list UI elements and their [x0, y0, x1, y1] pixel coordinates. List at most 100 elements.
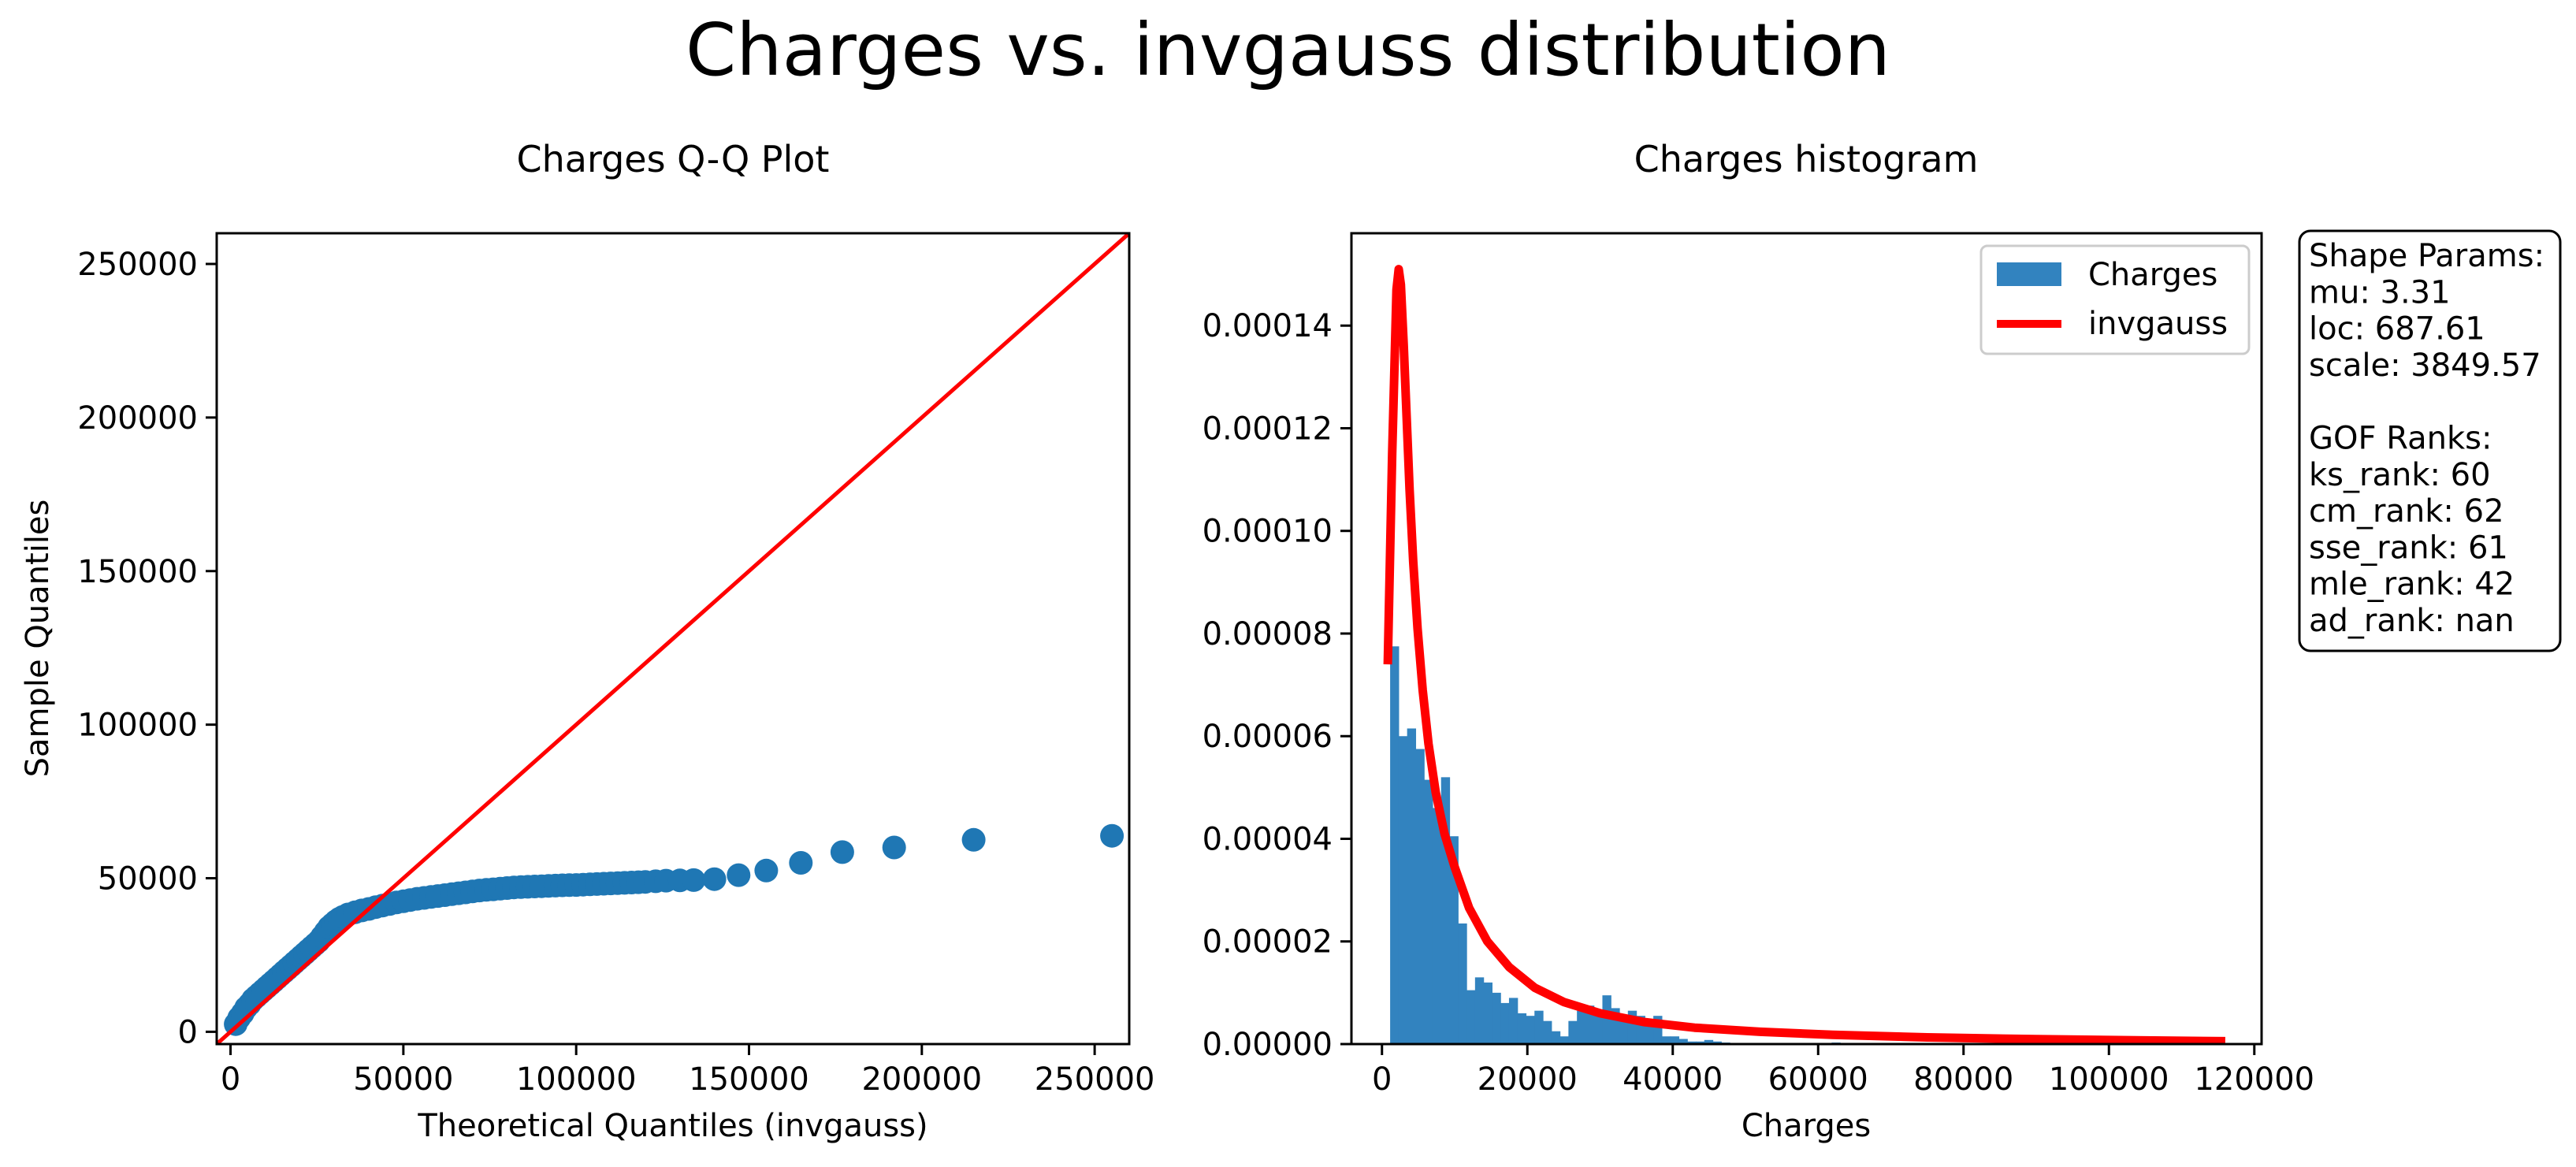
- histogram-legend: Charges invgauss: [1979, 244, 2251, 355]
- figure-title: Charges vs. invgauss distribution: [686, 8, 1890, 92]
- info-box-line: sse_rank: 61: [2309, 530, 2508, 566]
- histogram-bar: [1619, 1020, 1629, 1044]
- histogram-x-tick-label: 80000: [1913, 1061, 2013, 1098]
- histogram-bar: [1474, 977, 1485, 1044]
- histogram-bar: [1551, 1031, 1561, 1044]
- histogram-y-tick-label: 0.00010: [1203, 514, 1333, 550]
- histogram-bar: [1492, 992, 1501, 1044]
- histogram-x-tick-label: 20000: [1478, 1061, 1578, 1098]
- histogram-bar: [1696, 1041, 1705, 1044]
- qq-x-tick-label: 150000: [689, 1061, 809, 1098]
- histogram-bar: [1517, 1013, 1527, 1044]
- histogram-plot: Charges histogram 0 20000 40000 60000 80000 1…: [1203, 138, 2315, 1144]
- qq-x-axis: 0 50000 100000 150000 200000 250000: [221, 1044, 1154, 1098]
- histogram-frame: [1350, 232, 2263, 1046]
- histogram-bar: [1466, 990, 1476, 1044]
- histogram-bar: [1645, 1026, 1654, 1044]
- histogram-bar: [1712, 1041, 1722, 1044]
- qq-point: [961, 827, 986, 852]
- qq-x-tick-label: 100000: [516, 1061, 637, 1098]
- histogram-bar: [1627, 1010, 1637, 1044]
- qq-y-axis: 0 50000 100000 150000 200000 250000: [77, 247, 217, 1050]
- info-box-line: ad_rank: nan: [2309, 603, 2515, 639]
- qq-y-axis-label: Sample Quantiles: [20, 500, 56, 778]
- qq-point: [702, 867, 727, 891]
- histogram-y-tick-label: 0.00012: [1203, 411, 1333, 447]
- histogram-y-tick-label: 0.00014: [1203, 308, 1333, 344]
- histogram-title: Charges histogram: [1634, 138, 1979, 180]
- info-box-line: mu: 3.31: [2309, 274, 2451, 310]
- info-box-line: Shape Params:: [2309, 238, 2544, 274]
- qq-y-tick-label: 200000: [77, 400, 198, 437]
- qq-points: [224, 823, 1124, 1036]
- histogram-bar: [1526, 1016, 1535, 1044]
- histogram-bar: [1670, 1036, 1680, 1044]
- qq-plot-title: Charges Q-Q Plot: [517, 138, 830, 180]
- histogram-bars: [1390, 646, 1849, 1044]
- histogram-bar: [1678, 1039, 1688, 1044]
- histogram-bar: [1407, 728, 1417, 1044]
- histogram-bar: [1398, 736, 1408, 1044]
- legend-swatch-charges: [1997, 262, 2061, 286]
- histogram-bar: [1577, 1010, 1586, 1044]
- legend-label-invgauss: invgauss: [2088, 306, 2228, 342]
- histogram-y-tick-label: 0.00002: [1203, 924, 1333, 961]
- qq-point: [682, 868, 706, 892]
- qq-point: [754, 858, 779, 883]
- qq-x-tick-label: 200000: [861, 1061, 982, 1098]
- histogram-bar: [1602, 995, 1611, 1044]
- qq-point: [830, 840, 854, 864]
- histogram-x-tick-label: 0: [1372, 1061, 1392, 1098]
- histogram-y-tick-label: 0.00008: [1203, 616, 1333, 652]
- histogram-y-tick-label: 0.00000: [1203, 1027, 1333, 1063]
- histogram-bar: [1636, 1016, 1645, 1044]
- histogram-x-tick-label: 100000: [2049, 1061, 2169, 1098]
- histogram-x-tick-label: 60000: [1768, 1061, 1868, 1098]
- histogram-bar: [1585, 1005, 1595, 1044]
- histogram-bar: [1440, 777, 1451, 1044]
- info-box-line: ks_rank: 60: [2309, 457, 2491, 493]
- histogram-bar: [1534, 1010, 1544, 1044]
- info-box-line: loc: 687.61: [2309, 311, 2485, 347]
- qq-plot: Charges Q-Q Plot 0 50000 100000 150000 20000…: [20, 138, 1154, 1144]
- qq-point: [789, 851, 813, 875]
- histogram-x-tick-label: 40000: [1623, 1061, 1723, 1098]
- histogram-y-axis: 0.00000 0.00002 0.00004 0.00006 0.00008 0.000…: [1203, 308, 1351, 1063]
- qq-x-tick-label: 0: [221, 1061, 240, 1098]
- histogram-bar: [1611, 1008, 1620, 1044]
- histogram-bar: [1559, 1036, 1569, 1044]
- qq-point: [1100, 823, 1124, 848]
- histogram-bar: [1568, 1020, 1578, 1044]
- info-box-line: mle_rank: 42: [2309, 567, 2515, 603]
- histogram-bar: [1661, 1036, 1671, 1044]
- histogram-bar: [1687, 1041, 1697, 1044]
- legend-label-charges: Charges: [2088, 257, 2217, 293]
- qq-point: [727, 863, 751, 887]
- histogram-y-tick-label: 0.00004: [1203, 821, 1333, 857]
- histogram-x-axis-label: Charges: [1741, 1108, 1871, 1144]
- histogram-bar: [1500, 1002, 1510, 1044]
- histogram-bar: [1543, 1020, 1552, 1044]
- qq-point: [882, 835, 906, 860]
- qq-y-tick-label: 100000: [77, 708, 198, 744]
- histogram-bar: [1508, 998, 1518, 1044]
- histogram-bar: [1415, 749, 1425, 1044]
- qq-x-tick-label: 50000: [353, 1061, 453, 1098]
- histogram-x-tick-label: 120000: [2194, 1061, 2314, 1098]
- histogram-y-tick-label: 0.00006: [1203, 719, 1333, 755]
- histogram-bar: [1449, 836, 1459, 1044]
- qq-y-tick-label: 0: [178, 1014, 198, 1050]
- info-box-line: scale: 3849.57: [2309, 347, 2541, 384]
- qq-y-tick-label: 150000: [77, 554, 198, 590]
- histogram-bar: [1458, 923, 1467, 1044]
- info-box-frame: [2298, 229, 2562, 652]
- histogram-bar: [1704, 1039, 1714, 1044]
- qq-y-tick-label: 50000: [98, 861, 198, 898]
- invgauss-fit-curve: [1383, 265, 2225, 1044]
- qq-x-axis-label: Theoretical Quantiles (invgauss): [417, 1108, 927, 1144]
- histogram-bar: [1424, 779, 1433, 1044]
- info-box-line: GOF Ranks:: [2309, 421, 2492, 457]
